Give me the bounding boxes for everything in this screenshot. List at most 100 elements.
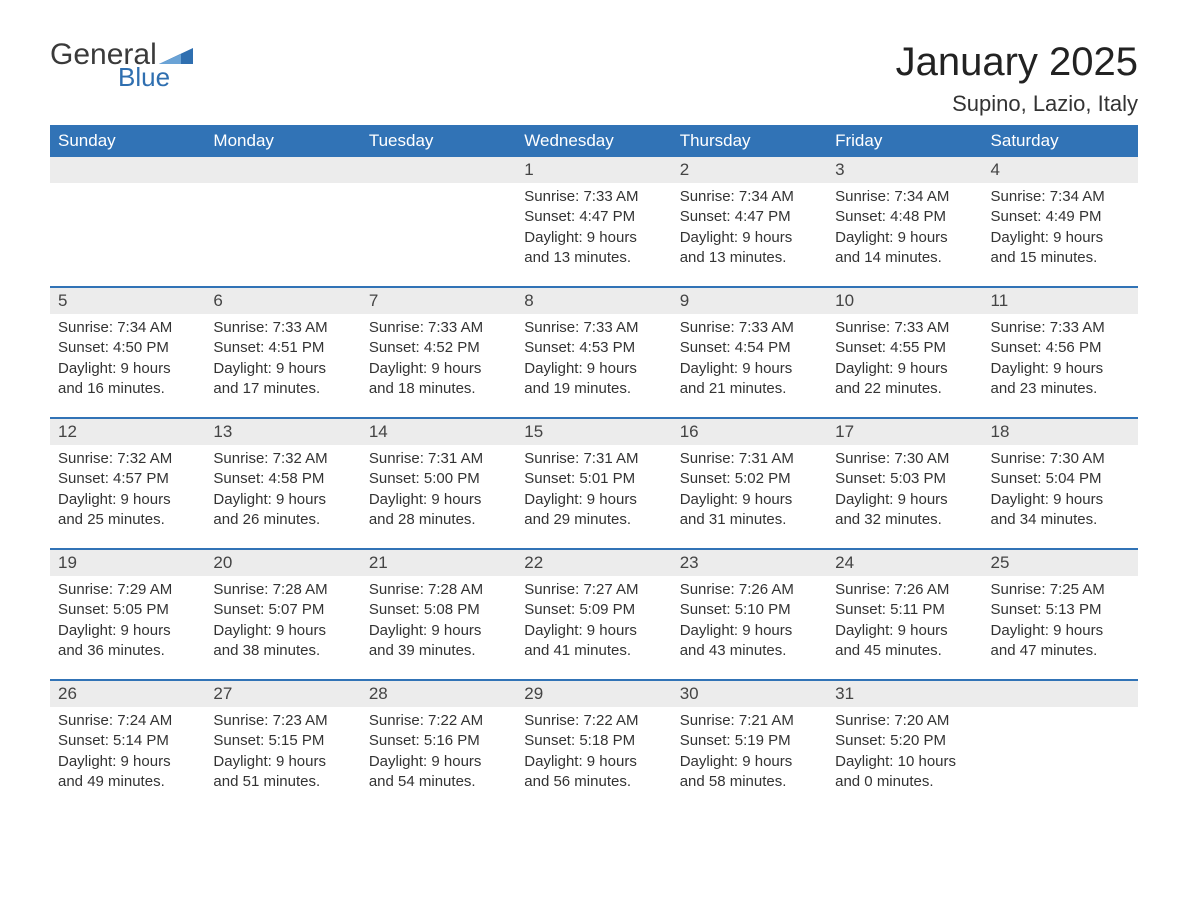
sunrise-value: 7:28 AM [273,581,328,598]
empty-detail-cell [361,183,516,287]
sunset-value: 4:49 PM [1046,208,1102,225]
day-number-cell: 28 [361,680,516,707]
sunset-label: Sunset: [369,470,420,487]
sunrise-label: Sunrise: [991,188,1046,205]
sunset-label: Sunset: [524,601,575,618]
sunset-label: Sunset: [991,470,1042,487]
daylight-label: Daylight: [680,491,738,508]
page-header: General Blue January 2025 Supino, Lazio,… [50,40,1138,117]
sunrise-label: Sunrise: [524,319,579,336]
sunset-value: 5:10 PM [735,601,791,618]
sunrise-label: Sunrise: [369,450,424,467]
daylight-label: Daylight: [835,491,893,508]
daylight-label: Daylight: [369,753,427,770]
sunset-label: Sunset: [680,208,731,225]
daylight-label: Daylight: [991,622,1049,639]
sunrise-value: 7:33 AM [1050,319,1105,336]
week-daynum-row: 262728293031 [50,680,1138,707]
sunrise-value: 7:33 AM [739,319,794,336]
sunrise-value: 7:25 AM [1050,581,1105,598]
sunrise-value: 7:28 AM [428,581,483,598]
day-detail-cell: Sunrise: 7:21 AMSunset: 5:19 PMDaylight:… [672,707,827,810]
day-number-cell: 11 [983,287,1138,314]
sunset-value: 5:20 PM [890,732,946,749]
sunset-label: Sunset: [991,601,1042,618]
sunrise-value: 7:34 AM [894,188,949,205]
sunrise-value: 7:33 AM [583,188,638,205]
sunrise-label: Sunrise: [835,581,890,598]
day-number-cell: 24 [827,549,982,576]
day-number-cell: 25 [983,549,1138,576]
day-detail-cell: Sunrise: 7:26 AMSunset: 5:11 PMDaylight:… [827,576,982,680]
sunrise-label: Sunrise: [369,712,424,729]
sunrise-label: Sunrise: [835,450,890,467]
day-detail-cell: Sunrise: 7:31 AMSunset: 5:02 PMDaylight:… [672,445,827,549]
sunrise-value: 7:33 AM [894,319,949,336]
day-number-cell: 23 [672,549,827,576]
sunset-value: 4:48 PM [890,208,946,225]
daylight-label: Daylight: [991,360,1049,377]
day-number-cell: 14 [361,418,516,445]
sunrise-label: Sunrise: [835,188,890,205]
sunrise-value: 7:33 AM [428,319,483,336]
daylight-label: Daylight: [991,491,1049,508]
daylight-label: Daylight: [524,753,582,770]
day-number-cell: 4 [983,157,1138,183]
empty-detail-cell [50,183,205,287]
daylight-label: Daylight: [524,622,582,639]
day-number-cell: 9 [672,287,827,314]
weekday-header: Wednesday [516,125,671,157]
day-number-cell: 22 [516,549,671,576]
daylight-label: Daylight: [835,360,893,377]
empty-day-cell [361,157,516,183]
sunrise-label: Sunrise: [369,319,424,336]
daylight-label: Daylight: [991,229,1049,246]
day-detail-cell: Sunrise: 7:34 AMSunset: 4:47 PMDaylight:… [672,183,827,287]
sunset-label: Sunset: [680,601,731,618]
sunset-value: 4:58 PM [268,470,324,487]
sunset-label: Sunset: [835,339,886,356]
day-detail-cell: Sunrise: 7:32 AMSunset: 4:58 PMDaylight:… [205,445,360,549]
daylight-label: Daylight: [213,360,271,377]
sunrise-label: Sunrise: [835,712,890,729]
sunrise-label: Sunrise: [524,450,579,467]
sunrise-label: Sunrise: [213,319,268,336]
sunset-value: 5:11 PM [890,601,945,618]
sunrise-value: 7:31 AM [583,450,638,467]
daylight-label: Daylight: [680,360,738,377]
sunset-value: 4:51 PM [268,339,324,356]
month-title: January 2025 [896,40,1138,85]
day-detail-cell: Sunrise: 7:27 AMSunset: 5:09 PMDaylight:… [516,576,671,680]
sunset-value: 5:01 PM [579,470,635,487]
sunrise-label: Sunrise: [524,581,579,598]
day-number-cell: 3 [827,157,982,183]
sunset-label: Sunset: [58,601,109,618]
sunrise-label: Sunrise: [58,450,113,467]
weekday-header: Monday [205,125,360,157]
sunset-value: 4:54 PM [735,339,791,356]
sunrise-label: Sunrise: [680,712,735,729]
sunrise-label: Sunrise: [213,581,268,598]
day-number-cell: 5 [50,287,205,314]
sunset-value: 4:50 PM [113,339,169,356]
day-detail-cell: Sunrise: 7:34 AM Sunset: 4:48 PM Daylight:… [827,183,982,287]
sunset-label: Sunset: [835,208,886,225]
daylight-label: Daylight: [524,360,582,377]
daylight-label: Daylight: [835,229,893,246]
day-number-cell: 29 [516,680,671,707]
sunrise-label: Sunrise: [524,188,579,205]
sunrise-label: Sunrise: [524,712,579,729]
sunset-value: 5:16 PM [424,732,480,749]
day-detail-cell: Sunrise: 7:31 AMSunset: 5:01 PMDaylight:… [516,445,671,549]
sunrise-label: Sunrise: [369,581,424,598]
sunset-label: Sunset: [369,601,420,618]
empty-day-cell [983,680,1138,707]
sunrise-value: 7:34 AM [117,319,172,336]
sunset-label: Sunset: [369,732,420,749]
sunset-label: Sunset: [835,732,886,749]
sunset-value: 4:47 PM [735,208,791,225]
daylight-label: Daylight: [524,229,582,246]
weekday-header: Thursday [672,125,827,157]
day-detail-cell: Sunrise: 7:29 AMSunset: 5:05 PMDaylight:… [50,576,205,680]
sunset-value: 5:07 PM [268,601,324,618]
